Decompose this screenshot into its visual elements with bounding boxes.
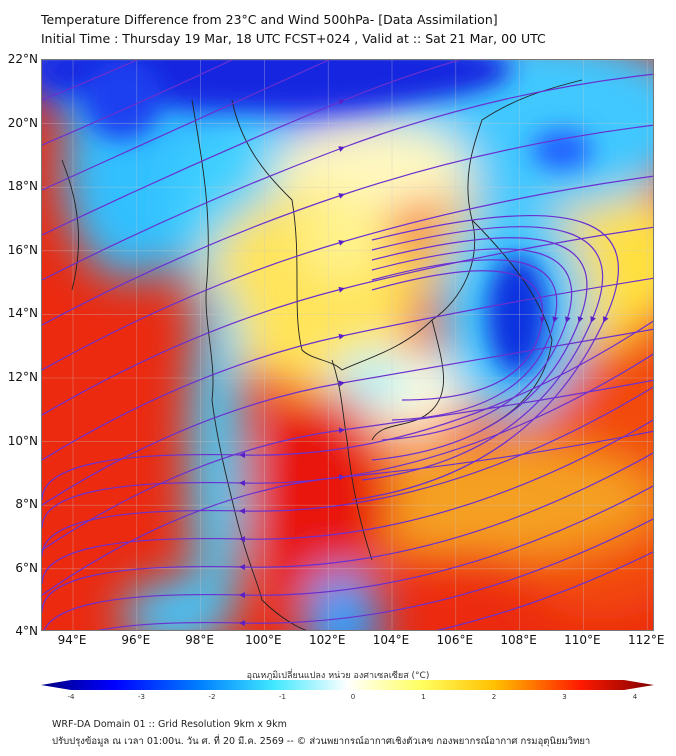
graticule xyxy=(42,60,653,630)
colorbar-label: อุณหภูมิเปลี่ยนแปลง หน่วย องศาเซลเซียส (… xyxy=(246,671,430,681)
colorbar-tick: -2 xyxy=(208,693,216,701)
lat-label: 18°N xyxy=(7,179,38,194)
colorbar-tick: -3 xyxy=(138,693,145,701)
streamline xyxy=(371,237,588,461)
lon-label: 100°E xyxy=(245,633,282,647)
temperature-wind-map xyxy=(41,59,654,631)
lat-label: 20°N xyxy=(7,115,38,130)
colorbar-tick: 2 xyxy=(491,693,497,701)
streamline xyxy=(42,419,653,585)
streamline xyxy=(42,175,653,371)
colorbar-tick: 4 xyxy=(632,693,638,701)
lon-label: 104°E xyxy=(372,633,410,647)
colorbar-tick: -4 xyxy=(67,693,75,701)
streamline xyxy=(42,60,331,191)
lon-label: 96°E xyxy=(121,633,151,647)
lon-label: 94°E xyxy=(57,633,87,647)
lat-label: 16°N xyxy=(7,242,38,257)
lat-label: 8°N xyxy=(15,497,38,512)
colorbar-gradient xyxy=(41,680,654,690)
streamline xyxy=(361,226,603,481)
lat-label: 12°N xyxy=(7,370,38,384)
streamline xyxy=(371,270,546,401)
colorbar xyxy=(41,680,654,690)
lat-label: 14°N xyxy=(7,306,38,321)
streamline xyxy=(97,518,653,630)
colorbar-tick: 1 xyxy=(421,693,426,701)
lat-label: 10°N xyxy=(7,433,38,448)
coastlines xyxy=(61,79,583,630)
colorbar-tick: 3 xyxy=(562,693,567,701)
colorbar-tick: -1 xyxy=(279,693,286,701)
streamline xyxy=(371,259,559,421)
streamline xyxy=(42,386,653,557)
streamline xyxy=(42,60,463,236)
wind-streamlines xyxy=(42,60,653,630)
lon-label: 108°E xyxy=(500,633,537,647)
colorbar-tick: 0 xyxy=(350,693,356,701)
streamline xyxy=(43,485,653,630)
streamline xyxy=(42,328,653,506)
chart-title: Temperature Difference from 23°C and Win… xyxy=(41,12,498,27)
lat-label: 6°N xyxy=(15,560,38,575)
lon-label: 98°E xyxy=(185,633,215,647)
streamline xyxy=(371,248,573,441)
streamline xyxy=(42,124,653,326)
streamline xyxy=(42,379,653,551)
map-field xyxy=(42,60,653,630)
lat-label: 22°N xyxy=(7,52,38,66)
temperature-field xyxy=(42,60,653,630)
lon-label: 112°E xyxy=(627,633,665,647)
streamline xyxy=(42,226,653,416)
lat-label: 4°N xyxy=(15,624,38,639)
lon-label: 110°E xyxy=(564,633,601,647)
streamline xyxy=(42,60,234,146)
lon-label: 102°E xyxy=(308,633,346,647)
streamline xyxy=(42,60,139,101)
streamline xyxy=(351,214,620,501)
lon-label: 106°E xyxy=(436,633,474,647)
streamline xyxy=(42,73,653,281)
footer-update-info: ปรับปรุงข้อมูล ณ เวลา 01:00น. วัน ศ. ที่… xyxy=(52,736,591,747)
chart-subtitle: Initial Time : Thursday 19 Mar, 18 UTC F… xyxy=(41,31,546,46)
streamline xyxy=(42,277,653,461)
footer-model-info: WRF-DA Domain 01 :: Grid Resolution 9km … xyxy=(52,719,287,730)
streamline xyxy=(436,551,653,630)
streamline xyxy=(42,353,653,529)
streamline xyxy=(42,452,653,613)
